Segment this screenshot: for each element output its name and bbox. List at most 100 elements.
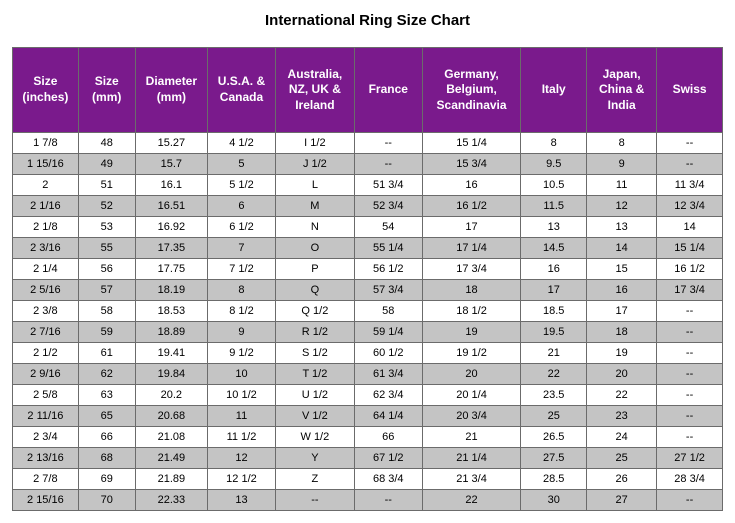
cell: 15.7: [135, 154, 207, 175]
cell: 64 1/4: [354, 406, 422, 427]
cell: 28 3/4: [657, 469, 723, 490]
cell: 2 15/16: [13, 490, 79, 511]
cell: 21: [422, 427, 521, 448]
cell: 27: [587, 490, 657, 511]
cell: 7 1/2: [208, 259, 276, 280]
cell: 17: [587, 301, 657, 322]
cell: 2 3/16: [13, 238, 79, 259]
table-row: 2 9/166219.8410T 1/261 3/4202220--: [13, 364, 723, 385]
cell: 7: [208, 238, 276, 259]
cell: 2 7/8: [13, 469, 79, 490]
cell: 60 1/2: [354, 343, 422, 364]
cell: 9 1/2: [208, 343, 276, 364]
col-header-5: France: [354, 48, 422, 133]
cell: V 1/2: [275, 406, 354, 427]
cell: 17.35: [135, 238, 207, 259]
cell: 25: [521, 406, 587, 427]
cell: O: [275, 238, 354, 259]
cell: 15 3/4: [422, 154, 521, 175]
cell: 16 1/2: [657, 259, 723, 280]
cell: 22.33: [135, 490, 207, 511]
cell: 10 1/2: [208, 385, 276, 406]
cell: --: [354, 490, 422, 511]
table-body: 1 7/84815.274 1/2I 1/2--15 1/488--1 15/1…: [13, 133, 723, 511]
cell: 2 3/8: [13, 301, 79, 322]
cell: --: [657, 490, 723, 511]
cell: 14: [657, 217, 723, 238]
cell: 27 1/2: [657, 448, 723, 469]
table-row: 2 7/86921.8912 1/2Z68 3/421 3/428.52628 …: [13, 469, 723, 490]
cell: 12 3/4: [657, 196, 723, 217]
cell: 67 1/2: [354, 448, 422, 469]
cell: 8: [208, 280, 276, 301]
cell: 63: [78, 385, 135, 406]
cell: 17.75: [135, 259, 207, 280]
table-row: 2 15/167022.3313----223027--: [13, 490, 723, 511]
cell: 59 1/4: [354, 322, 422, 343]
cell: 8: [587, 133, 657, 154]
cell: 62 3/4: [354, 385, 422, 406]
cell: 62: [78, 364, 135, 385]
cell: 9: [208, 322, 276, 343]
cell: 16: [587, 280, 657, 301]
table-row: 2 13/166821.4912Y67 1/221 1/427.52527 1/…: [13, 448, 723, 469]
cell: T 1/2: [275, 364, 354, 385]
cell: 66: [78, 427, 135, 448]
cell: 2 13/16: [13, 448, 79, 469]
cell: 58: [78, 301, 135, 322]
cell: 20 1/4: [422, 385, 521, 406]
table-row: 2 1/165216.516M52 3/416 1/211.51212 3/4: [13, 196, 723, 217]
cell: 6: [208, 196, 276, 217]
cell: 16.51: [135, 196, 207, 217]
cell: --: [657, 364, 723, 385]
cell: 8: [521, 133, 587, 154]
table-row: 2 7/165918.899R 1/259 1/41919.518--: [13, 322, 723, 343]
cell: 15: [587, 259, 657, 280]
cell: --: [657, 322, 723, 343]
cell: 17 3/4: [422, 259, 521, 280]
col-header-3: U.S.A. & Canada: [208, 48, 276, 133]
col-header-2: Diameter (mm): [135, 48, 207, 133]
cell: 15 1/4: [422, 133, 521, 154]
table-row: 1 7/84815.274 1/2I 1/2--15 1/488--: [13, 133, 723, 154]
table-row: 2 5/165718.198Q57 3/418171617 3/4: [13, 280, 723, 301]
cell: --: [657, 133, 723, 154]
cell: 1 7/8: [13, 133, 79, 154]
cell: 12: [587, 196, 657, 217]
cell: 2 1/16: [13, 196, 79, 217]
cell: 15.27: [135, 133, 207, 154]
cell: --: [657, 301, 723, 322]
cell: 21 1/4: [422, 448, 521, 469]
cell: 27.5: [521, 448, 587, 469]
cell: 18.19: [135, 280, 207, 301]
cell: --: [657, 154, 723, 175]
cell: --: [354, 154, 422, 175]
cell: 14: [587, 238, 657, 259]
cell: 10.5: [521, 175, 587, 196]
col-header-1: Size (mm): [78, 48, 135, 133]
cell: 11 1/2: [208, 427, 276, 448]
cell: L: [275, 175, 354, 196]
table-row: 2 1/26119.419 1/2S 1/260 1/219 1/22119--: [13, 343, 723, 364]
cell: 2 11/16: [13, 406, 79, 427]
cell: 12 1/2: [208, 469, 276, 490]
cell: 18.89: [135, 322, 207, 343]
cell: 19.84: [135, 364, 207, 385]
cell: 55 1/4: [354, 238, 422, 259]
cell: 59: [78, 322, 135, 343]
cell: 20 3/4: [422, 406, 521, 427]
cell: 26.5: [521, 427, 587, 448]
cell: 2: [13, 175, 79, 196]
cell: 18 1/2: [422, 301, 521, 322]
table-row: 2 3/46621.0811 1/2W 1/2662126.524--: [13, 427, 723, 448]
table-row: 25116.15 1/2L51 3/41610.51111 3/4: [13, 175, 723, 196]
cell: 48: [78, 133, 135, 154]
table-row: 2 3/165517.357O55 1/417 1/414.51415 1/4: [13, 238, 723, 259]
cell: 58: [354, 301, 422, 322]
col-header-9: Swiss: [657, 48, 723, 133]
cell: P: [275, 259, 354, 280]
cell: 5: [208, 154, 276, 175]
cell: 16.92: [135, 217, 207, 238]
cell: 25: [587, 448, 657, 469]
cell: 68 3/4: [354, 469, 422, 490]
